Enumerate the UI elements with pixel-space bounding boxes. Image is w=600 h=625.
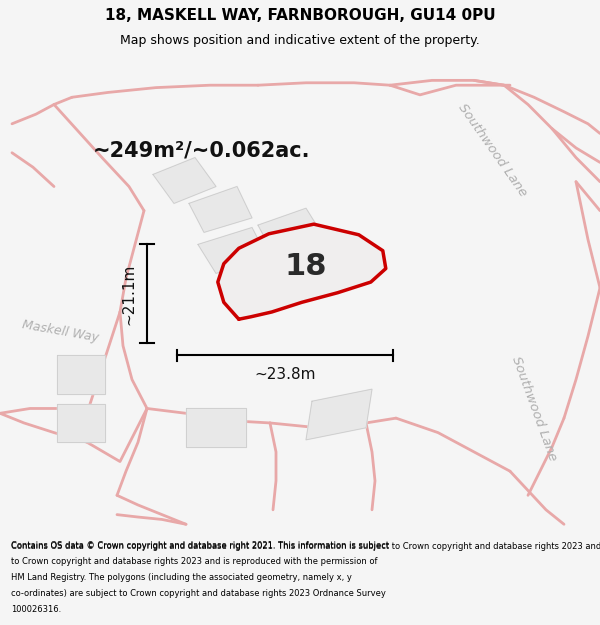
Text: 18: 18 [285,252,327,281]
Polygon shape [153,158,216,203]
Text: HM Land Registry. The polygons (including the associated geometry, namely x, y: HM Land Registry. The polygons (includin… [11,573,352,582]
Polygon shape [57,404,105,442]
Polygon shape [57,356,105,394]
Text: Map shows position and indicative extent of the property.: Map shows position and indicative extent… [120,34,480,47]
Polygon shape [186,409,246,447]
Text: ~23.8m: ~23.8m [254,368,316,382]
Text: to Crown copyright and database rights 2023 and is reproduced with the permissio: to Crown copyright and database rights 2… [11,558,377,566]
Polygon shape [306,389,372,440]
Text: Maskell Way: Maskell Way [20,318,100,344]
Text: ~249m²/~0.062ac.: ~249m²/~0.062ac. [93,141,311,161]
Text: 18, MASKELL WAY, FARNBOROUGH, GU14 0PU: 18, MASKELL WAY, FARNBOROUGH, GU14 0PU [104,8,496,22]
Text: Contains OS data © Crown copyright and database right 2021. This information is : Contains OS data © Crown copyright and d… [11,542,600,551]
Polygon shape [258,208,327,259]
Polygon shape [189,186,252,232]
Text: ~21.1m: ~21.1m [121,263,136,324]
Polygon shape [198,228,267,273]
Text: Contains OS data © Crown copyright and database right 2021. This information is : Contains OS data © Crown copyright and d… [11,541,389,551]
Text: 100026316.: 100026316. [11,605,61,614]
Polygon shape [218,224,386,319]
Text: Southwood Lane: Southwood Lane [509,354,559,462]
Text: Southwood Lane: Southwood Lane [455,101,529,199]
Text: co-ordinates) are subject to Crown copyright and database rights 2023 Ordnance S: co-ordinates) are subject to Crown copyr… [11,589,386,598]
